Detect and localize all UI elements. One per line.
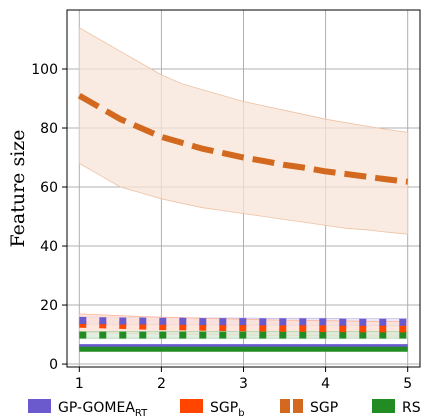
legend-item-sgp: SGP	[280, 399, 338, 416]
y-tick-label: 0	[49, 357, 58, 373]
legend-swatch	[180, 399, 203, 413]
x-tick-label: 3	[239, 376, 248, 392]
legend: GP-GOMEART SGPb SGP RS	[28, 399, 421, 418]
y-axis-ticks: 0 20 40 60 80 100	[31, 62, 67, 373]
x-tick-label: 4	[321, 376, 330, 392]
y-tick-label: 40	[40, 239, 58, 255]
legend-swatch	[372, 399, 395, 413]
series-line-sgp	[77, 92, 409, 185]
x-tick-label: 1	[75, 376, 84, 392]
legend-swatch	[28, 399, 51, 413]
legend-label: RS	[402, 400, 421, 416]
legend-label: SGPb	[210, 400, 245, 418]
legend-label: SGP	[310, 400, 338, 416]
series-line-sgp-b	[79, 320, 408, 333]
y-tick-label: 60	[40, 180, 58, 196]
band-sgp	[78, 27, 409, 235]
legend-swatch	[293, 399, 303, 413]
y-tick-label: 20	[40, 298, 58, 314]
series-lines	[77, 92, 409, 352]
x-tick-label: 5	[403, 376, 412, 392]
legend-item-gp-gomea-rt: GP-GOMEART	[28, 399, 148, 418]
legend-item-sgp-b: SGPb	[180, 399, 245, 418]
y-axis-label: Feature size	[7, 129, 29, 247]
x-axis-ticks: 1 2 3 4 5	[75, 367, 412, 392]
series-line-gp-gomea-rt	[79, 316, 408, 326]
legend-item-rs: RS	[372, 399, 421, 416]
legend-label: GP-GOMEART	[58, 400, 148, 418]
y-tick-label: 100	[31, 62, 58, 78]
legend-swatch	[280, 399, 290, 413]
x-tick-label: 2	[157, 376, 166, 392]
y-tick-label: 80	[40, 121, 58, 137]
